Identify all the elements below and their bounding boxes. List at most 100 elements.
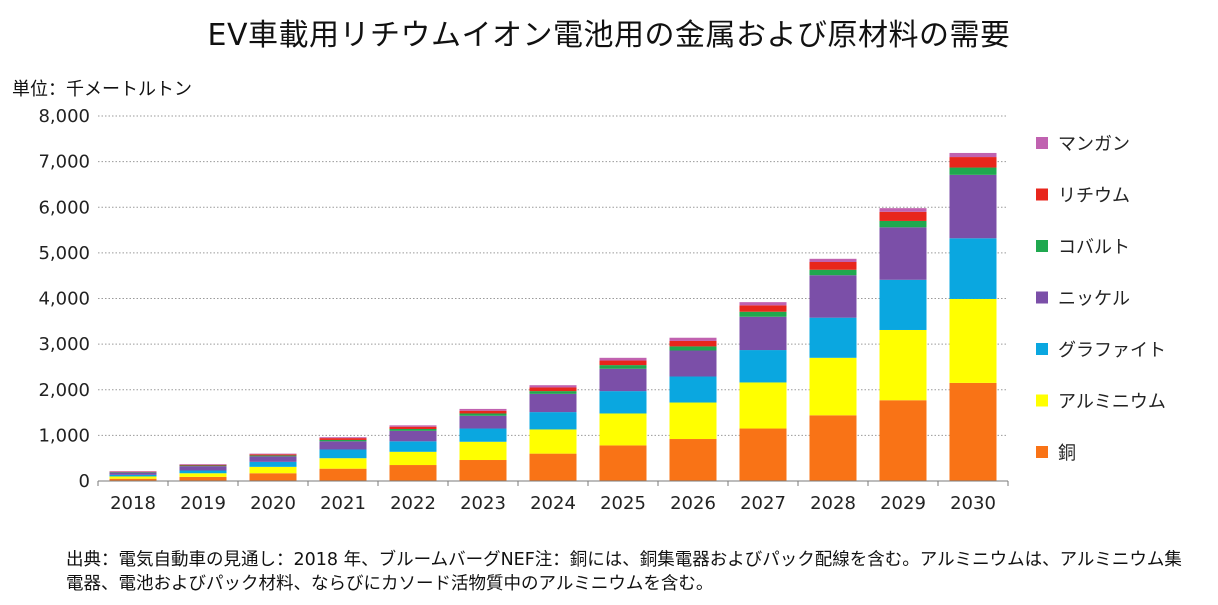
y-tick-label: 1,000 — [38, 425, 90, 446]
bar-segment — [809, 258, 857, 262]
bar-segment — [319, 438, 367, 440]
bar-segment — [529, 387, 577, 392]
bar-segment — [179, 465, 227, 467]
bar-segment — [669, 376, 717, 403]
bar-segment — [109, 472, 157, 475]
bar-segment — [249, 454, 297, 456]
bar-segment — [949, 298, 997, 383]
bar-segment — [109, 474, 157, 477]
bar-segment — [389, 428, 437, 431]
y-tick-label: 5,000 — [38, 243, 90, 264]
bar-segment — [319, 458, 367, 469]
bar-segment — [179, 464, 227, 465]
legend-label: ニッケル — [1058, 289, 1130, 310]
bar-segment — [109, 478, 157, 481]
legend-swatch — [1036, 188, 1048, 201]
bar-segment — [319, 439, 367, 442]
bar-segment — [179, 464, 227, 466]
bar-segment — [459, 415, 507, 429]
bar-segment — [599, 368, 647, 392]
bar-segment — [949, 238, 997, 299]
bar-segment — [739, 350, 787, 383]
bar-segment — [249, 473, 297, 481]
bar-segment — [669, 346, 717, 351]
y-tick-label: 2,000 — [38, 380, 90, 401]
bar-segment — [529, 412, 577, 430]
bar-segment — [669, 350, 717, 377]
x-tick-label: 2028 — [810, 493, 856, 514]
legend-swatch — [1036, 394, 1048, 407]
bar-segment — [809, 415, 857, 481]
stacked-bar-chart: 0 1,000 2,000 3,000 4,000 5,000 6,000 7,000 8,00… — [38, 106, 1166, 514]
bar-segment — [809, 262, 857, 270]
bar-segment — [109, 476, 157, 479]
bar-segment — [669, 337, 717, 341]
bar-segment — [319, 441, 367, 450]
bar-segment — [319, 437, 367, 439]
legend-label: アルミニウム — [1058, 392, 1166, 413]
chart-title: EV車載用リチウムイオン電池用の金属および原材料の需要 — [207, 18, 1011, 53]
bar-segment — [599, 360, 647, 366]
bars — [109, 152, 997, 481]
bar-segment — [739, 382, 787, 429]
bar-segment — [179, 466, 227, 471]
bar-segment — [739, 302, 787, 306]
bar-segment — [389, 426, 437, 429]
bar-segment — [879, 279, 927, 330]
bar-segment — [529, 385, 577, 388]
bar-segment — [739, 316, 787, 351]
bar-segment — [949, 174, 997, 239]
bar-segment — [739, 428, 787, 481]
x-tick-label: 2026 — [670, 493, 716, 514]
source-note: 出典：電気自動車の見通し：2018 年、ブルームバーグNEF注：銅には、銅集電器… — [66, 550, 1182, 594]
bar-segment — [599, 357, 647, 361]
legend-label: リチウム — [1058, 186, 1130, 207]
bar-segment — [459, 441, 507, 461]
bar-segment — [879, 211, 927, 221]
legend-label: グラファイト — [1058, 340, 1166, 361]
bar-segment — [529, 429, 577, 454]
bar-segment — [949, 382, 997, 481]
y-tick-label: 3,000 — [38, 334, 90, 355]
bar-segment — [179, 470, 227, 474]
x-tick-label: 2021 — [320, 493, 366, 514]
bar-segment — [599, 413, 647, 446]
bar-segment — [459, 413, 507, 416]
x-tick-label: 2025 — [600, 493, 646, 514]
x-tick-label: 2019 — [180, 493, 226, 514]
bar-segment — [949, 152, 997, 158]
x-tick-label: 2029 — [880, 493, 926, 514]
x-tick-label: 2018 — [110, 493, 156, 514]
bar-segment — [529, 391, 577, 394]
y-tick-label: 6,000 — [38, 197, 90, 218]
bar-segment — [319, 449, 367, 459]
bar-segment — [459, 410, 507, 414]
legend-label: 銅 — [1058, 443, 1076, 464]
bar-segment — [879, 208, 927, 212]
bar-segment — [389, 430, 437, 442]
legend-swatch — [1036, 291, 1048, 304]
bar-segment — [389, 465, 437, 481]
y-tick-label: 0 — [79, 471, 90, 492]
bar-segment — [809, 269, 857, 276]
bar-segment — [179, 476, 227, 481]
bar-segment — [389, 425, 437, 427]
x-tick-label: 2020 — [250, 493, 296, 514]
bar-segment — [879, 400, 927, 481]
legend-swatch — [1036, 343, 1048, 355]
bar-segment — [599, 445, 647, 481]
bar-segment — [599, 365, 647, 369]
bar-segment — [669, 340, 717, 347]
legend-swatch — [1036, 137, 1048, 149]
x-tick-label: 2027 — [740, 493, 786, 514]
bar-segment — [179, 473, 227, 477]
y-tick-label: 8,000 — [38, 106, 90, 127]
bar-segment — [249, 461, 297, 467]
bar-segment — [249, 466, 297, 474]
bar-segment — [599, 391, 647, 414]
bar-segment — [529, 393, 577, 413]
bar-segment — [879, 227, 927, 280]
x-tick-label: 2022 — [390, 493, 436, 514]
legend-swatch — [1036, 240, 1048, 252]
